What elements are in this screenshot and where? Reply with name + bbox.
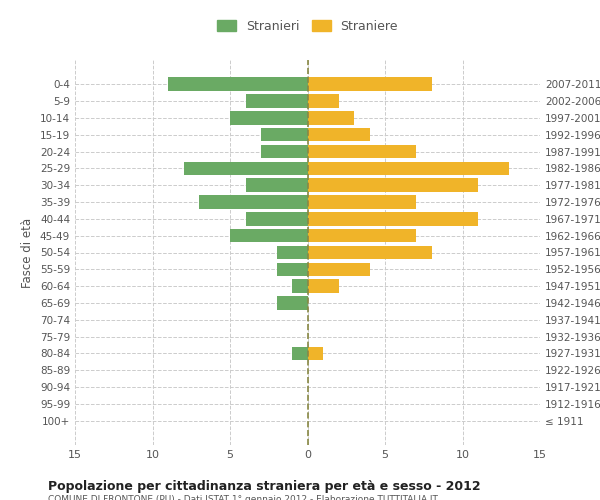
Bar [230,229,308,242]
Bar [261,128,308,141]
Bar [308,346,323,360]
Bar [308,111,354,124]
Text: COMUNE DI FRONTONE (PU) - Dati ISTAT 1° gennaio 2012 - Elaborazione TUTTITALIA.I: COMUNE DI FRONTONE (PU) - Dati ISTAT 1° … [48,495,438,500]
Bar [245,178,308,192]
Bar [245,94,308,108]
Bar [308,212,478,226]
Bar [308,78,431,91]
Legend: Stranieri, Straniere: Stranieri, Straniere [213,16,402,36]
Bar [277,246,308,259]
Bar [199,196,308,209]
Bar [308,162,509,175]
Bar [308,94,338,108]
Bar [277,296,308,310]
Bar [308,145,416,158]
Bar [168,78,308,91]
Bar [308,262,370,276]
Y-axis label: Fasce di età: Fasce di età [22,218,34,288]
Text: Popolazione per cittadinanza straniera per età e sesso - 2012: Popolazione per cittadinanza straniera p… [48,480,481,493]
Bar [308,229,416,242]
Bar [292,280,308,293]
Bar [308,246,431,259]
Bar [230,111,308,124]
Bar [277,262,308,276]
Bar [308,196,416,209]
Bar [292,346,308,360]
Bar [308,128,370,141]
Bar [261,145,308,158]
Bar [308,280,338,293]
Bar [308,178,478,192]
Bar [184,162,308,175]
Bar [245,212,308,226]
